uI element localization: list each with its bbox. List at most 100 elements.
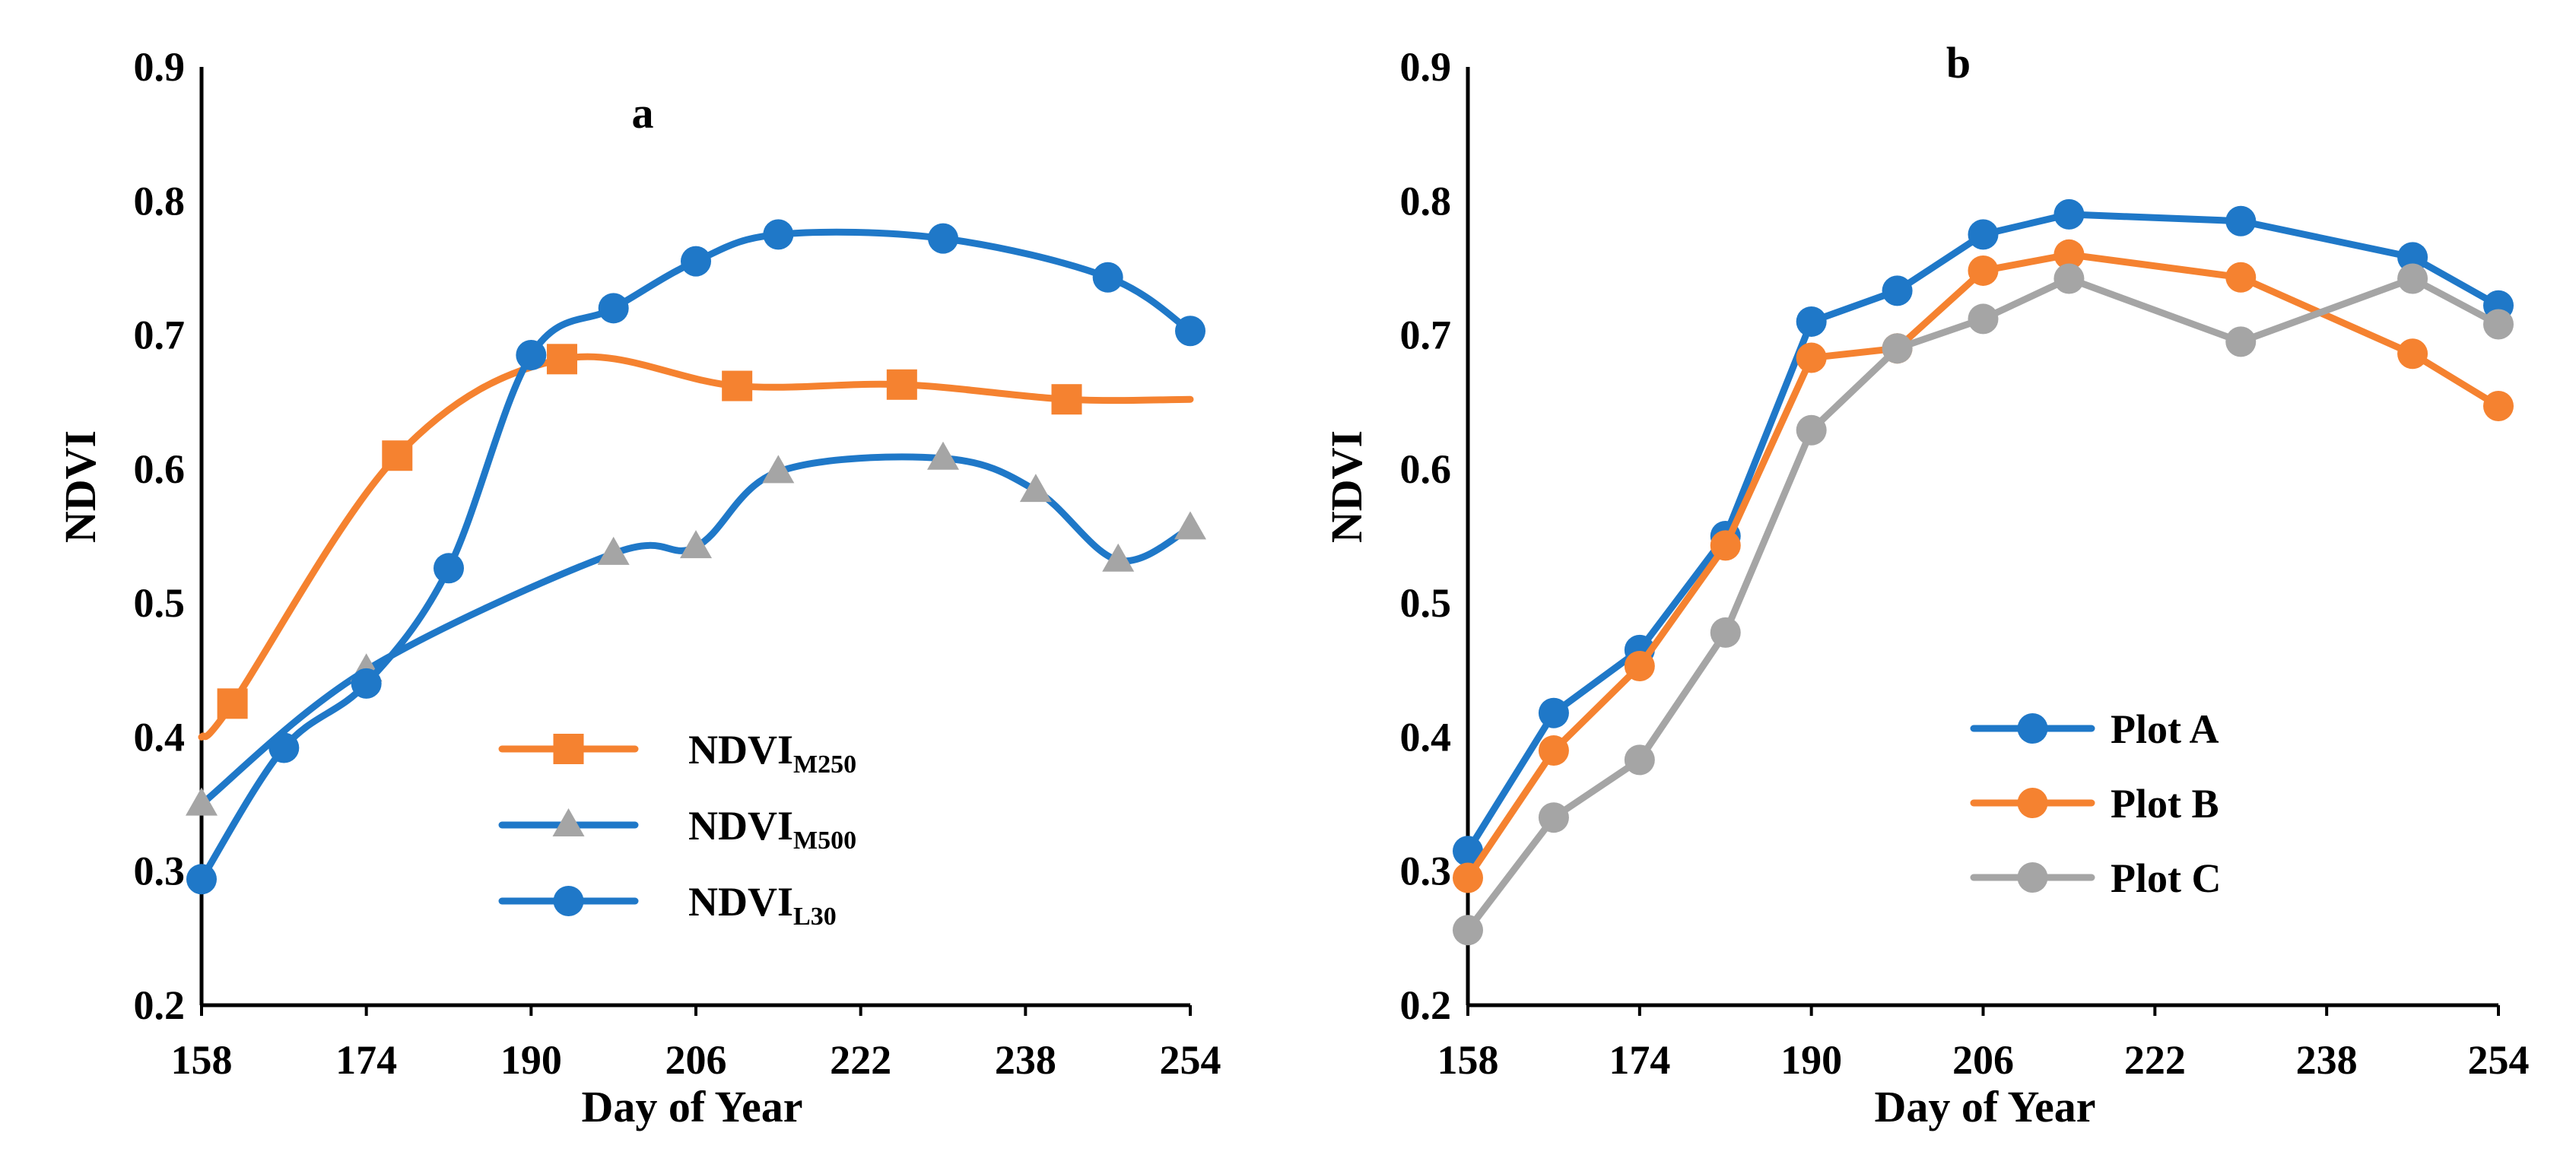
y-tick-label: 0.4 xyxy=(134,714,186,760)
y-tick-label: 0.7 xyxy=(1400,313,1452,358)
y-tick-label: 0.2 xyxy=(134,982,186,1028)
data-point-ndvim250 xyxy=(546,344,577,375)
x-tick-label: 254 xyxy=(2468,1037,2530,1083)
legend-marker xyxy=(552,808,585,836)
data-point-ndvil30 xyxy=(763,219,794,250)
legend-label-subscript: M250 xyxy=(793,750,856,779)
chart-panel-a: 0.2 0.3 0.4 0.5 0.6 0.7 0.8 0.9 158 174 190 206 222 2… xyxy=(56,44,1221,1131)
data-point-plot-a xyxy=(1968,219,1999,250)
data-point-plot-a xyxy=(1453,836,1483,867)
data-point-plot-c xyxy=(1882,333,1913,364)
data-point-plot-b xyxy=(1624,650,1655,681)
data-point-plot-b xyxy=(2397,338,2428,370)
data-point-plot-a xyxy=(1882,275,1913,306)
data-point-plot-c xyxy=(2053,263,2085,294)
data-point-plot-a xyxy=(2225,205,2257,236)
chart-title: b xyxy=(1946,38,1971,87)
data-point-plot-c xyxy=(1453,915,1483,946)
legend-item-ndvil30: NDVIL30 xyxy=(498,879,837,931)
legend-item-plot-a: Plot A xyxy=(1970,706,2219,752)
y-axis-label: NDVI xyxy=(1322,430,1371,543)
legend-marker xyxy=(2017,788,2048,818)
y-tick-label: 0.8 xyxy=(1400,178,1452,224)
data-point-plot-a xyxy=(2053,198,2085,230)
y-tick-label: 0.3 xyxy=(1400,849,1452,894)
y-tick-label: 0.2 xyxy=(1400,982,1452,1028)
x-axis-label: Day of Year xyxy=(1875,1082,2096,1131)
data-point-plot-b xyxy=(1453,862,1483,893)
data-point-ndvil30 xyxy=(434,553,464,584)
data-point-ndvim500 xyxy=(186,787,218,816)
data-point-plot-b xyxy=(1968,255,1999,286)
y-tick-label: 0.5 xyxy=(1400,580,1452,626)
series-line-ndvim250 xyxy=(198,353,1194,741)
legend-label-subscript: L30 xyxy=(793,903,837,931)
x-tick-label: 254 xyxy=(1160,1037,1221,1083)
data-point-plot-b xyxy=(1538,735,1569,766)
legend-item-plot-b: Plot B xyxy=(1970,781,2219,827)
y-tick-label: 0.4 xyxy=(1400,714,1452,760)
x-tick-label: 174 xyxy=(1609,1037,1670,1083)
legend-label-main: NDVI xyxy=(688,803,793,849)
y-tick-label: 0.6 xyxy=(134,446,186,492)
data-point-plot-b xyxy=(1710,530,1741,561)
data-point-ndvil30 xyxy=(1175,316,1205,347)
x-tick-label: 190 xyxy=(1780,1037,1842,1083)
data-point-ndvil30 xyxy=(268,732,300,763)
data-point-plot-c xyxy=(2483,309,2514,340)
data-point-plot-c xyxy=(1624,744,1655,776)
data-point-ndvil30 xyxy=(186,864,217,895)
legend-marker xyxy=(553,734,584,764)
legend-label: Plot C xyxy=(2111,855,2221,901)
data-point-ndvil30 xyxy=(516,340,547,371)
y-tick-label: 0.5 xyxy=(134,580,186,626)
data-point-plot-c xyxy=(1710,617,1741,648)
x-tick-label: 222 xyxy=(2124,1037,2186,1083)
legend-label-main: NDVI xyxy=(688,879,793,925)
x-tick-label: 206 xyxy=(665,1037,727,1083)
data-point-plot-c xyxy=(1796,414,1827,446)
series-line-ndvil30 xyxy=(198,228,1194,883)
data-point-plot-b xyxy=(2053,239,2085,270)
chart-panel-b: 0.2 0.3 0.4 0.5 0.6 0.7 0.8 0.9 158 174 190 206 222 2… xyxy=(1322,38,2530,1131)
x-tick-label: 206 xyxy=(1952,1037,2014,1083)
data-point-plot-c xyxy=(1538,802,1569,833)
x-tick-label: 222 xyxy=(830,1037,891,1083)
y-tick-label: 0.3 xyxy=(134,849,186,894)
series-plot-b xyxy=(1453,239,2514,893)
legend-marker xyxy=(2017,713,2048,744)
data-point-ndvil30 xyxy=(681,246,711,277)
series-plot-a xyxy=(1453,198,2514,867)
x-tick-label: 238 xyxy=(2296,1037,2358,1083)
y-tick-label: 0.6 xyxy=(1400,446,1452,492)
data-point-ndvim250 xyxy=(382,440,413,471)
legend-marker xyxy=(2017,862,2048,893)
legend-item-ndvim250: NDVIM250 xyxy=(498,727,856,779)
series-ndvil30 xyxy=(186,219,1205,895)
data-point-plot-c xyxy=(2397,263,2428,294)
data-point-ndvim250 xyxy=(722,370,753,401)
data-point-plot-a xyxy=(1796,306,1827,337)
data-point-plot-b xyxy=(1796,342,1827,373)
legend-item-plot-c: Plot C xyxy=(1970,855,2221,901)
data-point-ndvil30 xyxy=(1092,262,1123,293)
y-tick-label: 0.8 xyxy=(134,178,186,224)
data-point-ndvim500 xyxy=(597,536,630,565)
legend-label-subscript: M500 xyxy=(793,827,856,855)
x-tick-label: 158 xyxy=(1437,1037,1499,1083)
data-point-ndvil30 xyxy=(928,223,958,254)
legend-label: Plot A xyxy=(2111,706,2219,752)
series-ndvim250 xyxy=(198,344,1194,741)
data-point-ndvim500 xyxy=(1019,474,1052,503)
y-tick-label: 0.9 xyxy=(1400,44,1452,90)
data-point-plot-a xyxy=(1538,697,1569,728)
data-point-ndvim250 xyxy=(886,369,917,400)
legend-item-ndvim500: NDVIM500 xyxy=(498,803,856,855)
x-axis-label: Day of Year xyxy=(582,1082,803,1131)
legend-label: NDVIM250 xyxy=(688,727,856,779)
data-point-plot-c xyxy=(2225,326,2257,357)
data-point-ndvim500 xyxy=(1174,511,1206,540)
data-point-ndvil30 xyxy=(598,293,629,324)
data-point-plot-b xyxy=(2225,262,2257,293)
